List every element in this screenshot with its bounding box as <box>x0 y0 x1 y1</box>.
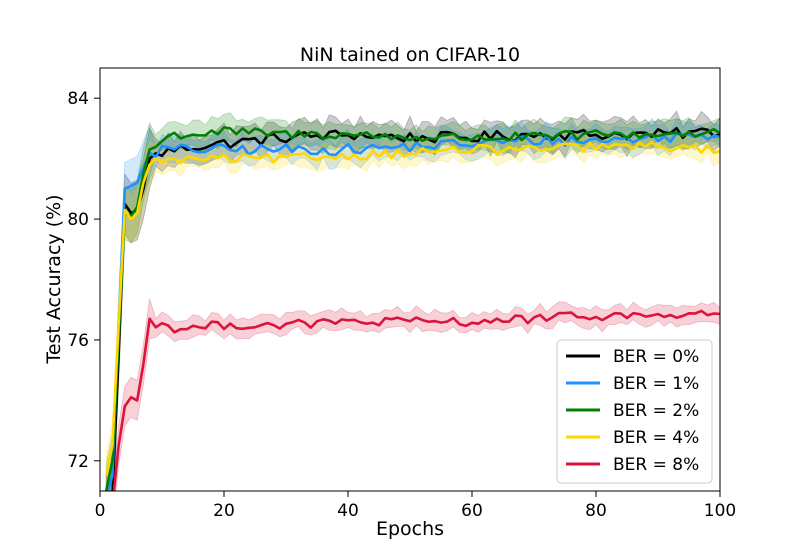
confidence-bands <box>105 110 720 491</box>
y-axis-ticks: 72 76 80 84 <box>67 89 100 472</box>
y-tick-label: 80 <box>67 210 89 230</box>
y-tick-label: 72 <box>67 452 89 472</box>
legend-entry: BER = 0% <box>613 347 699 367</box>
x-tick-label: 20 <box>213 501 235 521</box>
x-axis-label: Epochs <box>376 518 444 540</box>
series-band <box>105 128 720 491</box>
legend: BER = 0% BER = 1% BER = 2% BER = 4% BER = 8% <box>556 339 713 484</box>
y-tick-label: 76 <box>67 331 89 351</box>
legend-entry: BER = 1% <box>613 374 699 394</box>
series-line <box>104 126 720 491</box>
series-band <box>105 112 720 491</box>
x-axis-ticks: 0 20 40 60 80 100 <box>95 491 736 521</box>
x-tick-label: 40 <box>337 501 359 521</box>
series-line <box>106 132 720 491</box>
plot-frame <box>99 67 721 492</box>
series-band <box>105 117 720 491</box>
x-tick-label: 80 <box>585 501 607 521</box>
legend-box <box>556 339 713 484</box>
legend-entry: BER = 8% <box>613 455 699 475</box>
legend-entry: BER = 2% <box>613 401 699 421</box>
series-lines <box>104 126 720 491</box>
series-line <box>104 141 720 477</box>
legend-entry: BER = 4% <box>613 428 699 448</box>
series-line <box>112 309 720 491</box>
x-tick-label: 100 <box>704 501 736 521</box>
x-tick-label: 60 <box>461 501 483 521</box>
y-tick-label: 84 <box>67 89 89 109</box>
chart-title: NiN tained on CIFAR-10 <box>300 44 520 66</box>
x-tick-label: 0 <box>95 501 106 521</box>
series-band <box>111 298 720 491</box>
y-axis-label: Test Accuracy (%) <box>43 194 65 364</box>
